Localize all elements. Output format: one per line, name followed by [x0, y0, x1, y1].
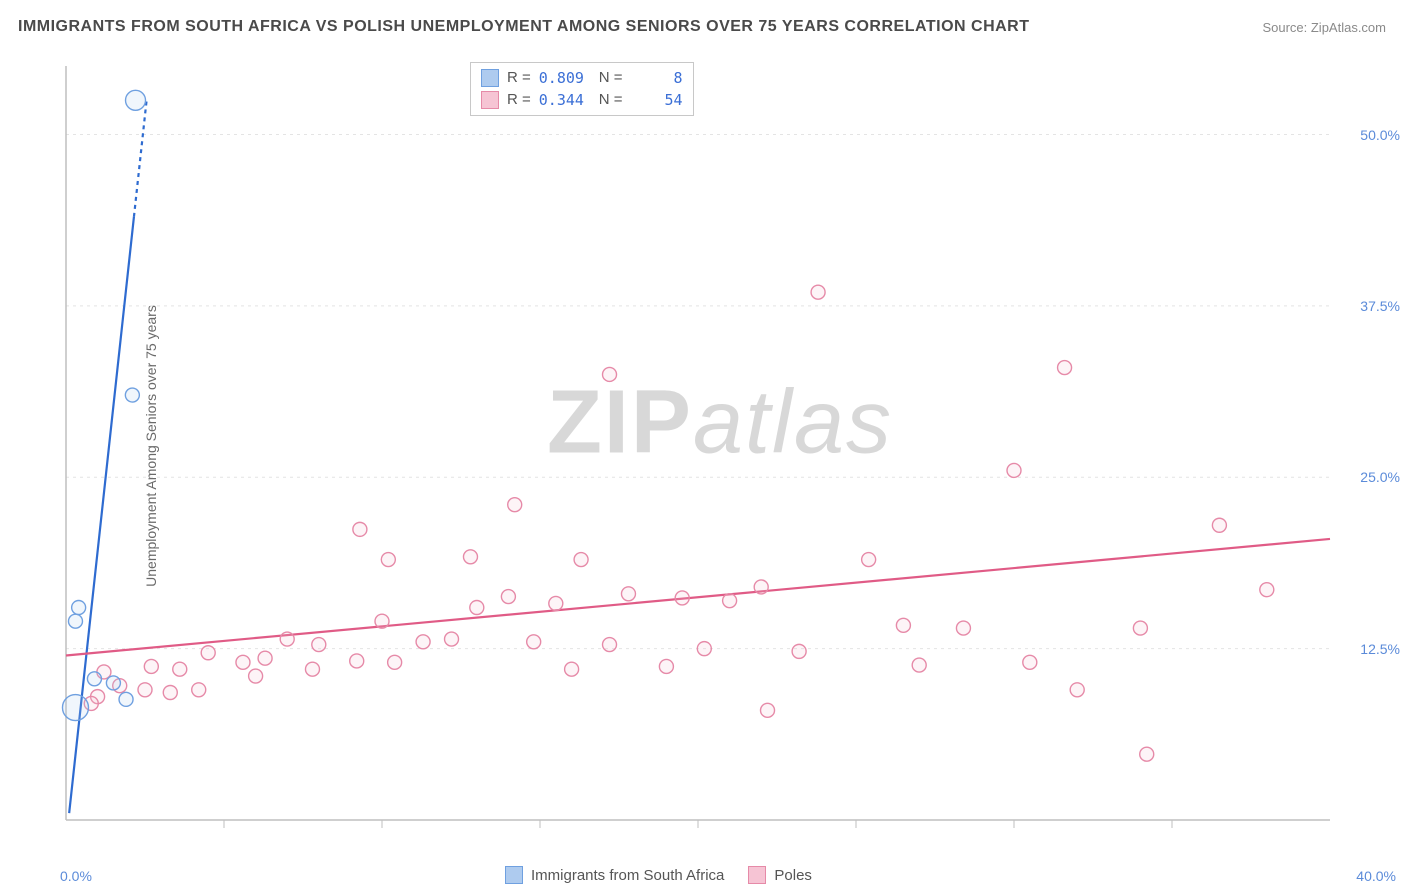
y-tick-label: 25.0%	[1360, 469, 1400, 485]
n-label: N =	[599, 67, 623, 89]
legend-label-south-africa: Immigrants from South Africa	[531, 867, 724, 884]
stats-row-poles: R = 0.344 N = 54	[481, 89, 683, 111]
swatch-poles	[748, 866, 766, 884]
y-tick-label: 50.0%	[1360, 127, 1400, 143]
source-prefix: Source:	[1262, 20, 1310, 35]
n-value-south-africa: 8	[631, 67, 683, 89]
stats-row-south-africa: R = 0.809 N = 8	[481, 67, 683, 89]
plot-area: ZIPatlas	[60, 60, 1380, 850]
legend-item-poles: Poles	[748, 866, 812, 884]
r-value-south-africa: 0.809	[539, 67, 591, 89]
n-label: N =	[599, 89, 623, 111]
r-label: R =	[507, 89, 531, 111]
source-name: ZipAtlas.com	[1311, 20, 1386, 35]
source-attribution: Source: ZipAtlas.com	[1262, 20, 1386, 35]
correlation-stats-box: R = 0.809 N = 8 R = 0.344 N = 54	[470, 62, 694, 116]
x-origin-label: 0.0%	[60, 868, 92, 884]
scatter-plot-svg	[60, 60, 1380, 850]
legend-item-south-africa: Immigrants from South Africa	[505, 866, 724, 884]
series-legend: Immigrants from South Africa Poles	[505, 866, 812, 884]
n-value-poles: 54	[631, 89, 683, 111]
legend-label-poles: Poles	[774, 867, 812, 884]
x-max-label: 40.0%	[1356, 868, 1396, 884]
y-tick-label: 37.5%	[1360, 298, 1400, 314]
swatch-south-africa	[505, 866, 523, 884]
chart-title: IMMIGRANTS FROM SOUTH AFRICA VS POLISH U…	[18, 18, 1030, 36]
swatch-south-africa	[481, 69, 499, 87]
r-label: R =	[507, 67, 531, 89]
y-tick-label: 12.5%	[1360, 641, 1400, 657]
r-value-poles: 0.344	[539, 89, 591, 111]
swatch-poles	[481, 91, 499, 109]
